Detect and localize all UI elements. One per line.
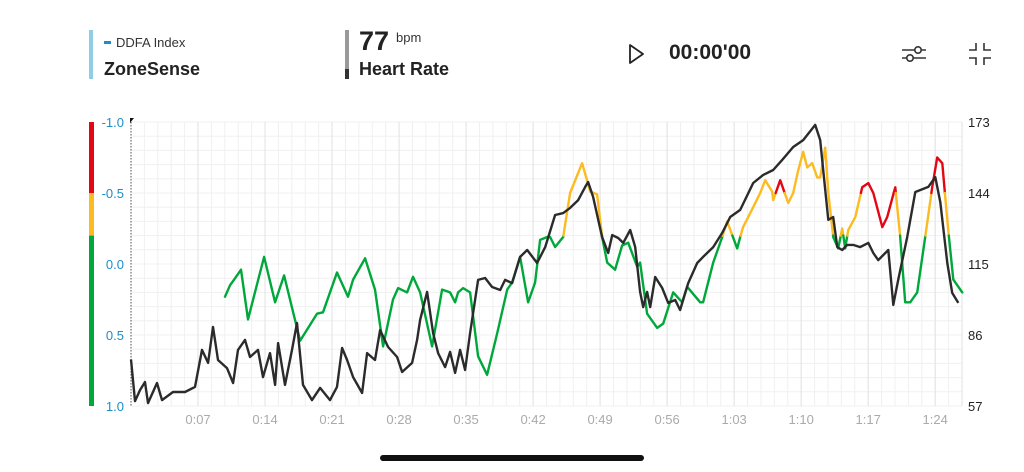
ddfa-index-line-segment	[771, 191, 777, 202]
x-axis-tick-label: 0:07	[185, 412, 210, 427]
ddfa-heart-rate-chart: -1.0 -0.5 0.0 0.5 1.0 173 144 115 86 57 0:07 0:14 0:…	[89, 115, 990, 427]
ddfa-index-line-segment	[783, 146, 835, 237]
ddfa-index-line-segment	[592, 191, 604, 237]
settings-button[interactable]	[900, 42, 928, 66]
right-axis-tick-label: 144	[968, 186, 990, 201]
heart-rate-unit: bpm	[396, 30, 422, 45]
left-axis-tick-label: 1.0	[106, 399, 124, 414]
heart-rate-title: Heart Rate	[359, 59, 450, 79]
ddfa-legend-label: DDFA Index	[116, 34, 186, 50]
x-axis-tick-label: 1:17	[856, 412, 881, 427]
x-axis-tick-label: 0:14	[252, 412, 277, 427]
left-axis-tick-label: -1.0	[102, 115, 124, 130]
right-axis-tick-label: 173	[968, 115, 990, 130]
ddfa-legend: DDFA Index	[104, 34, 185, 50]
ddfa-index-line-segment	[846, 191, 863, 237]
heart-rate-readout: 77 bpm	[359, 26, 421, 57]
x-axis-tick-label: 1:03	[721, 412, 746, 427]
right-axis-tick-label: 86	[968, 328, 982, 343]
collapse-icon	[969, 43, 991, 65]
heart-rate-line	[129, 123, 960, 405]
left-axis-tick-label: 0.5	[106, 328, 124, 343]
ddfa-index-line-segment	[859, 181, 895, 229]
x-axis-tick-label: 0:35	[453, 412, 478, 427]
left-axis-tick-label: -0.5	[102, 186, 124, 201]
play-button[interactable]	[626, 42, 648, 66]
ddfa-index-line-segment	[898, 234, 927, 304]
x-axis-tick-label: 0:56	[654, 412, 679, 427]
x-axis-tick-label: 0:49	[587, 412, 612, 427]
home-indicator[interactable]	[380, 455, 644, 461]
ddfa-index-line-segment	[739, 179, 774, 237]
ddfa-index-line-segment	[943, 191, 950, 237]
zone-bar-segment	[89, 193, 94, 236]
elapsed-time: 00:00'00	[669, 41, 752, 64]
zonesense-title: ZoneSense	[104, 59, 201, 79]
x-axis-tick-label: 0:42	[520, 412, 545, 427]
ddfa-index-line-segment	[947, 234, 964, 294]
ddfa-index-line-segment	[924, 191, 933, 237]
play-icon	[629, 44, 644, 64]
sliders-icon	[902, 46, 926, 63]
zone-bar-segment	[89, 122, 94, 193]
ddfa-index-line-segment	[839, 227, 845, 237]
collapse-button[interactable]	[967, 41, 993, 67]
x-axis-tick-label: 1:24	[923, 412, 948, 427]
heart-rate-level-bar	[345, 30, 349, 79]
x-axis-tick-label: 0:21	[319, 412, 344, 427]
left-axis-tick-label: 0.0	[106, 257, 124, 272]
zone-bar-segment	[89, 235, 94, 406]
playhead-marker-icon	[130, 118, 134, 123]
x-axis-tick-label: 0:28	[386, 412, 411, 427]
ddfa-index-line-segment	[930, 156, 947, 195]
ddfa-index-line-segment	[892, 186, 897, 195]
heart-rate-level-fill	[345, 69, 349, 79]
ddfa-index-line-segment	[894, 191, 902, 237]
zonesense-accent-bar	[89, 30, 93, 79]
ddfa-index-line-segment	[731, 234, 742, 250]
ddfa-legend-swatch	[104, 40, 111, 44]
right-axis-tick-label: 57	[968, 399, 982, 414]
x-axis-tick-label: 1:10	[789, 412, 814, 427]
right-axis-tick-label: 115	[968, 257, 989, 272]
ddfa-index-line-segment	[223, 234, 565, 376]
ddfa-index-line-segment	[774, 179, 786, 195]
ddfa-index-line-segment	[600, 234, 724, 330]
heart-rate-value: 77	[359, 26, 390, 56]
